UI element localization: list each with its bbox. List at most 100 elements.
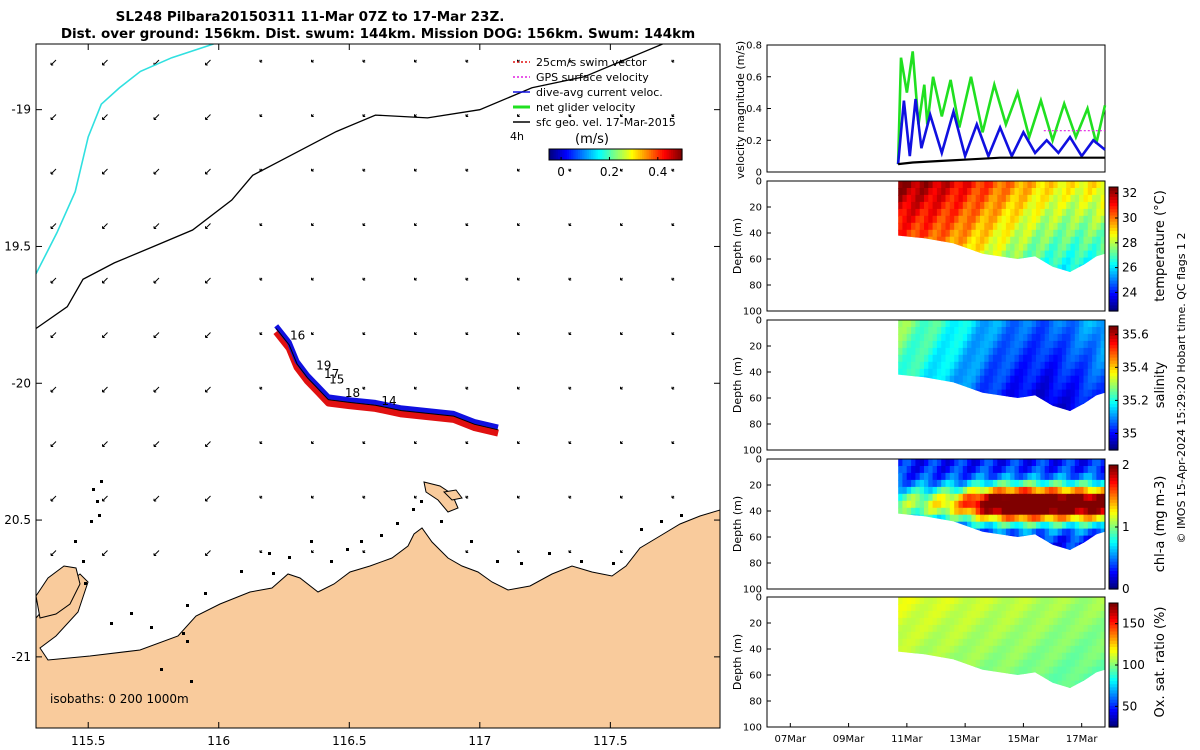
section-colorbar-cell [1109, 480, 1118, 485]
colorbar-cell [586, 149, 590, 160]
section-cell [1036, 333, 1041, 342]
section-cell [1001, 472, 1007, 481]
section-cell [962, 333, 968, 342]
section-cell [1018, 222, 1024, 231]
section-cell [1100, 617, 1105, 626]
colorbar-cell [675, 149, 679, 160]
section-cell [1096, 528, 1102, 537]
section-cell [1010, 340, 1016, 349]
section-colorbar-cell [1109, 397, 1118, 401]
section-cell [1053, 320, 1059, 328]
section-cell [919, 201, 925, 210]
section-cell [1053, 617, 1059, 626]
section-cell [997, 604, 1003, 612]
section-cell [1061, 236, 1067, 245]
section-cell [954, 208, 960, 217]
section-cell [1087, 486, 1093, 495]
velocity-arrow [50, 59, 57, 66]
section-cell [1070, 236, 1076, 245]
velocity-arrow [205, 495, 211, 502]
section-cell [1100, 486, 1105, 495]
section-cell [997, 347, 1003, 356]
section-cell [962, 320, 968, 328]
section-cell [898, 604, 903, 612]
colorbar-cell [626, 149, 630, 160]
section-cell [1027, 521, 1033, 530]
section-cell [1014, 340, 1020, 349]
time-tick-label: 15Mar [1008, 734, 1040, 745]
section-cell [1053, 604, 1059, 612]
section-cell [941, 597, 947, 605]
section-cell [1001, 652, 1007, 661]
section-cell [945, 375, 951, 384]
section-cell [1036, 194, 1041, 203]
colorbar-cell [633, 149, 637, 160]
section-cell [949, 327, 955, 335]
section-cell [1070, 208, 1076, 217]
section-cell [1023, 243, 1028, 252]
section-cell [962, 340, 968, 349]
section-cell [1031, 507, 1037, 516]
velocity-arrow [153, 168, 160, 175]
section-frame [766, 596, 1106, 728]
velocity-arrow [50, 386, 57, 393]
section-cell [1027, 188, 1033, 196]
section-cell [949, 493, 955, 502]
section-cell [1079, 479, 1084, 488]
section-cell [945, 459, 951, 467]
section-cell [945, 229, 951, 238]
section-cell [936, 201, 942, 210]
section-cell [967, 507, 972, 516]
section-cell [936, 472, 942, 481]
section-colorbar-cell [1109, 286, 1118, 290]
section-colorbar-cell [1109, 214, 1118, 219]
depth-tick-label: 40 [749, 645, 762, 656]
section-cell [984, 466, 990, 474]
section-cell [1079, 347, 1084, 356]
section-cell [1005, 486, 1011, 495]
section-cell [1066, 201, 1072, 210]
section-cell [975, 208, 981, 217]
section-cell [1079, 181, 1084, 189]
velocity-arrow [50, 168, 57, 175]
section-cell [1087, 479, 1093, 488]
section-cell [1061, 673, 1067, 682]
section-colorbar-cell [1109, 304, 1118, 309]
section-cell [932, 472, 938, 481]
section-cell [1061, 215, 1067, 224]
velocity-arrow [259, 114, 263, 117]
section-cell [1053, 347, 1059, 356]
section-cell [1083, 354, 1089, 363]
section-cell [1100, 208, 1105, 217]
section-cell [1014, 194, 1020, 203]
section-cell [949, 645, 955, 654]
section-cell [967, 624, 972, 633]
section-cell [1040, 459, 1046, 467]
velocity-arrow [50, 223, 57, 229]
section-cell [1044, 215, 1050, 224]
velocity-arrow [362, 386, 366, 390]
velocity-arrow [362, 59, 366, 63]
section-cell [1100, 243, 1105, 252]
section-cell [1036, 472, 1041, 481]
section-cell [975, 486, 981, 495]
section-cell [1066, 680, 1072, 688]
section-cell [932, 347, 938, 356]
section-cell [898, 201, 903, 210]
section-colorbar-tick-label: 100 [1122, 658, 1145, 672]
section-colorbar-cell [1109, 621, 1118, 626]
section-cell [1049, 535, 1054, 544]
section-cell [1057, 528, 1063, 537]
colorbar-cell [551, 149, 555, 160]
section-cell [1040, 389, 1046, 398]
colorbar-cell [679, 149, 683, 160]
section-cell [1100, 666, 1105, 675]
section-cell [1096, 320, 1102, 328]
section-cell [1074, 666, 1080, 675]
section-cell [1087, 236, 1093, 245]
velocity-arrow [568, 168, 572, 172]
section-cell [902, 617, 908, 626]
section-colorbar-cell [1109, 363, 1118, 367]
section-cell [967, 659, 972, 668]
section-cell [1053, 222, 1059, 231]
